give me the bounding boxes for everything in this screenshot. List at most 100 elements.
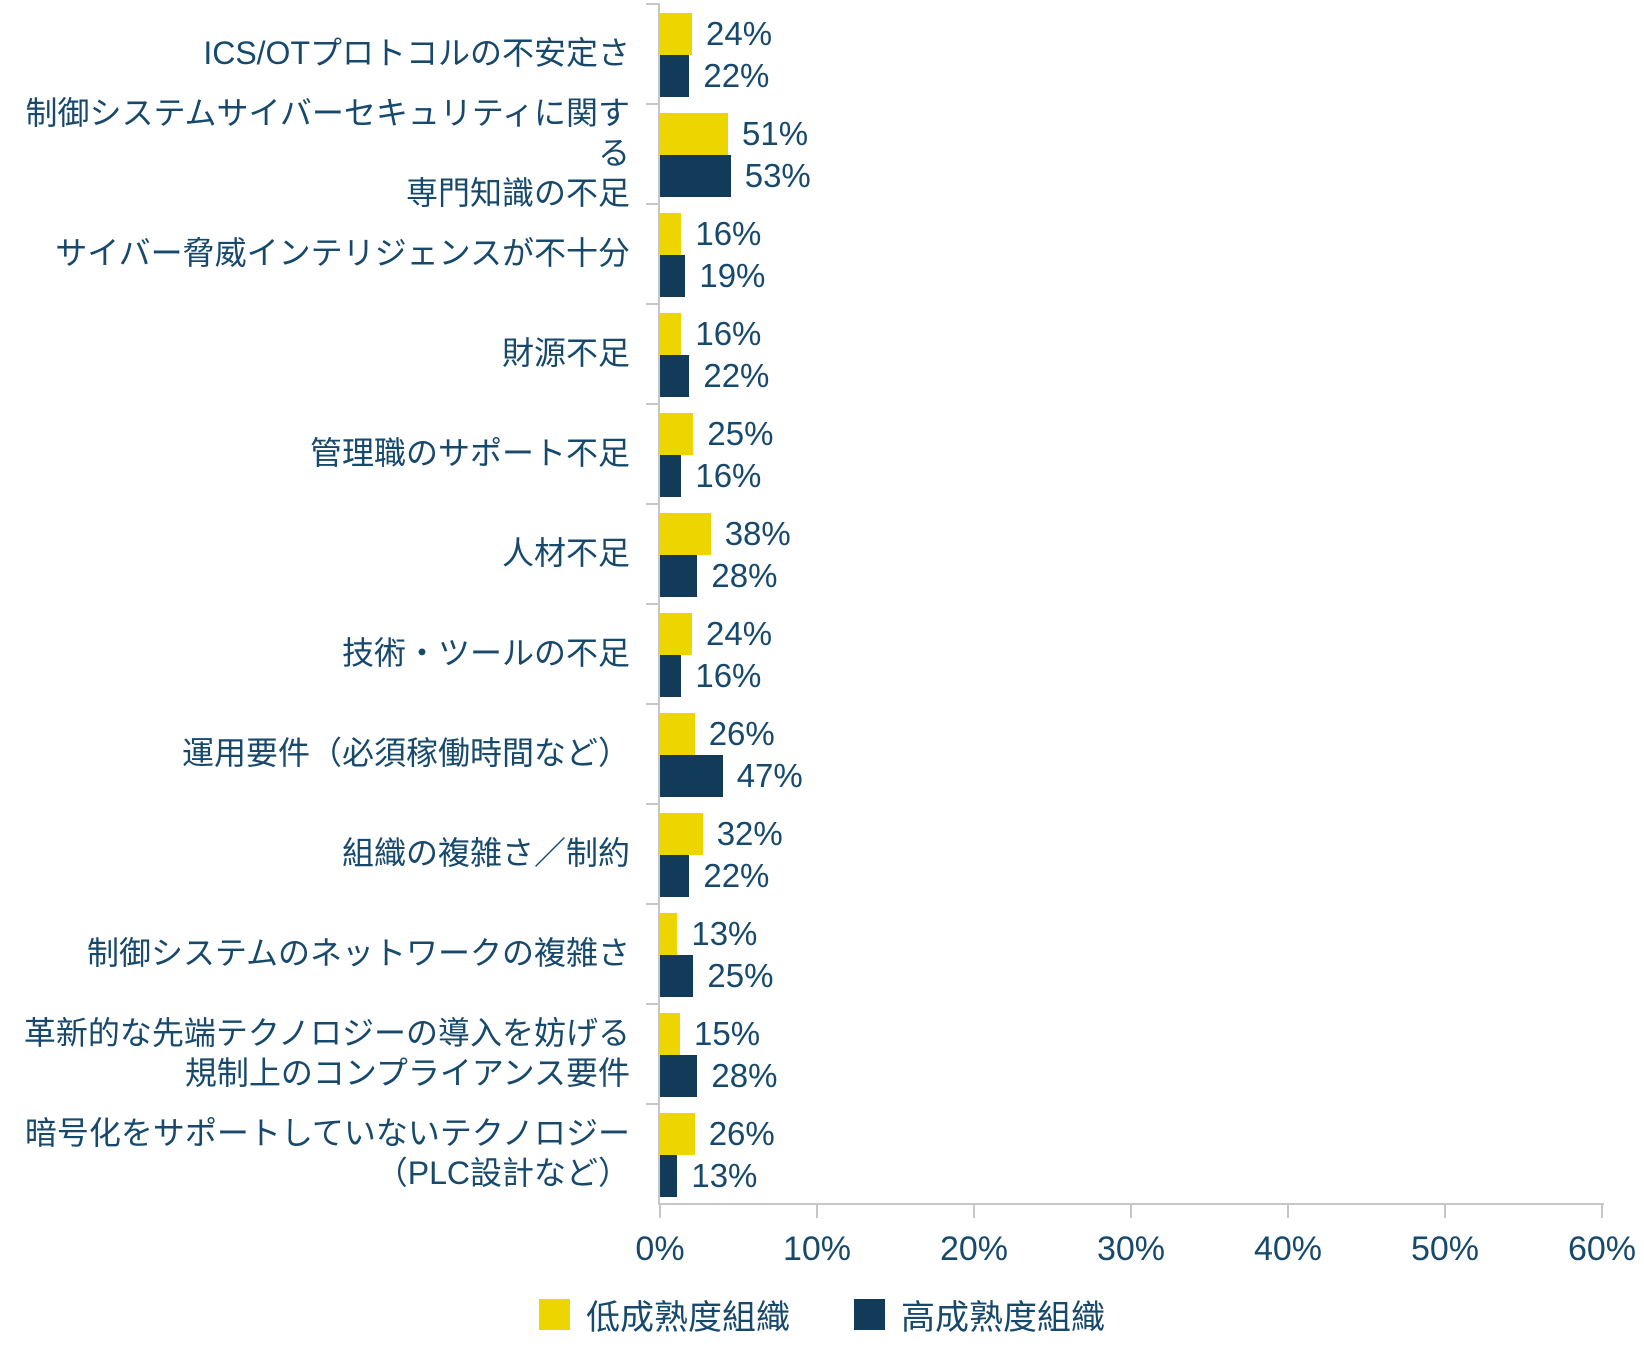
category-row: 人材不足 38% 28% [0, 503, 1644, 603]
bar-group-high-maturity: 22% [660, 855, 769, 897]
row-plot-area: 24% 22% [660, 3, 1602, 103]
category-label: サイバー脅威インテリジェンスが不十分 [55, 235, 630, 271]
row-plot-area: 25% 16% [660, 403, 1602, 503]
value-label: 22% [703, 57, 770, 94]
value-label: 28% [711, 1057, 778, 1094]
bar-group-high-maturity: 19% [660, 255, 765, 297]
value-label: 26% [708, 715, 775, 752]
bar-high-maturity [660, 855, 690, 897]
bar-low-maturity [660, 13, 693, 55]
bar-group-high-maturity: 28% [660, 1055, 777, 1097]
value-label: 16% [695, 657, 762, 694]
row-plot-area: 13% 25% [660, 903, 1602, 1003]
row-plot-area: 32% 22% [660, 803, 1602, 903]
bar-group-high-maturity: 28% [660, 555, 777, 597]
value-label: 16% [695, 215, 762, 252]
y-axis-line [658, 3, 660, 1205]
bar-group-low-maturity: 15% [660, 1013, 760, 1055]
category-label: 制御システムのネットワークの複雑さ [86, 935, 630, 971]
category-label: 管理職のサポート不足 [309, 435, 630, 471]
bar-high-maturity [660, 255, 686, 297]
y-axis-tick [646, 1103, 658, 1105]
value-label: 26% [708, 1115, 775, 1152]
x-axis-tick-label: 10% [782, 1230, 852, 1268]
bar-group-low-maturity: 38% [660, 513, 791, 555]
bar-group-low-maturity: 26% [660, 1113, 775, 1155]
bar-group-low-maturity: 24% [660, 13, 772, 55]
bar-low-maturity [660, 313, 682, 355]
bar-group-high-maturity: 16% [660, 455, 761, 497]
category-row: 管理職のサポート不足 25% 16% [0, 403, 1644, 503]
category-label: 人材不足 [501, 535, 630, 571]
y-axis-tick [646, 803, 658, 805]
bar-high-maturity [660, 755, 723, 797]
bar-group-high-maturity: 22% [660, 55, 769, 97]
category-row: 革新的な先端テクノロジーの導入を妨げる 規制上のコンプライアンス要件 15% 2… [0, 1003, 1644, 1103]
bar-group-low-maturity: 16% [660, 313, 761, 355]
bar-group-low-maturity: 24% [660, 613, 772, 655]
legend-swatch-high-maturity [854, 1299, 885, 1330]
y-axis-tick [646, 603, 658, 605]
row-plot-area: 26% 47% [660, 703, 1602, 803]
row-plot-area: 51% 53% [660, 103, 1602, 203]
category-row: ICS/OTプロトコルの不安定さ 24% 22% [0, 3, 1644, 103]
category-row: 制御システムのネットワークの複雑さ 13% 25% [0, 903, 1644, 1003]
value-label: 28% [711, 557, 778, 594]
value-label: 24% [706, 615, 773, 652]
category-label: 革新的な先端テクノロジーの導入を妨げる 規制上のコンプライアンス要件 [23, 1015, 630, 1091]
bar-low-maturity [660, 613, 693, 655]
bar-low-maturity [660, 113, 729, 155]
bar-low-maturity [660, 513, 711, 555]
bar-group-high-maturity: 25% [660, 955, 773, 997]
bar-high-maturity [660, 555, 698, 597]
y-axis-tick [646, 303, 658, 305]
category-row: サイバー脅威インテリジェンスが不十分 16% 19% [0, 203, 1644, 303]
category-row: 技術・ツールの不足 24% 16% [0, 603, 1644, 703]
category-row: 暗号化をサポートしていないテクノロジー （PLC設計など） 26% 13% [0, 1103, 1644, 1203]
y-axis-tick [646, 703, 658, 705]
category-row: 財源不足 16% 22% [0, 303, 1644, 403]
value-label: 22% [703, 857, 770, 894]
x-axis-tick-label: 0% [635, 1230, 685, 1268]
bar-group-low-maturity: 32% [660, 813, 783, 855]
legend-label-low-maturity: 低成熟度組織 [586, 1299, 790, 1337]
bar-high-maturity [660, 955, 694, 997]
value-label: 16% [695, 457, 762, 494]
value-label: 13% [691, 915, 758, 952]
bar-group-low-maturity: 26% [660, 713, 775, 755]
x-axis-tick [1601, 1203, 1603, 1218]
y-axis-tick [646, 903, 658, 905]
bar-low-maturity [660, 413, 694, 455]
value-label: 51% [742, 115, 809, 152]
bar-low-maturity [660, 913, 678, 955]
category-label: 財源不足 [501, 335, 630, 371]
y-axis-tick [646, 403, 658, 405]
y-axis-tick [646, 503, 658, 505]
category-label: 運用要件（必須稼働時間など） [181, 735, 630, 771]
bar-low-maturity [660, 713, 695, 755]
value-label: 22% [703, 357, 770, 394]
row-plot-area: 38% 28% [660, 503, 1602, 603]
x-axis-tick [1444, 1203, 1446, 1218]
legend-item-low-maturity: 低成熟度組織 [539, 1290, 790, 1339]
x-axis-tick-label: 30% [1096, 1230, 1166, 1268]
category-row: 組織の複雑さ／制約 32% 22% [0, 803, 1644, 903]
legend-item-high-maturity: 高成熟度組織 [854, 1290, 1105, 1339]
value-label: 25% [707, 415, 774, 452]
value-label: 19% [699, 257, 766, 294]
y-axis-tick [646, 1003, 658, 1005]
value-label: 15% [694, 1015, 761, 1052]
y-axis-tick [646, 203, 658, 205]
bar-group-low-maturity: 25% [660, 413, 773, 455]
bar-low-maturity [660, 1113, 695, 1155]
bar-group-low-maturity: 51% [660, 113, 808, 155]
value-label: 32% [716, 815, 783, 852]
bar-low-maturity [660, 1013, 681, 1055]
legend-label-high-maturity: 高成熟度組織 [901, 1299, 1105, 1337]
category-label: 組織の複雑さ／制約 [341, 835, 630, 871]
category-label: 暗号化をサポートしていないテクノロジー （PLC設計など） [24, 1115, 630, 1191]
category-label: 技術・ツールの不足 [341, 635, 630, 671]
row-plot-area: 15% 28% [660, 1003, 1602, 1103]
value-label: 24% [706, 15, 773, 52]
